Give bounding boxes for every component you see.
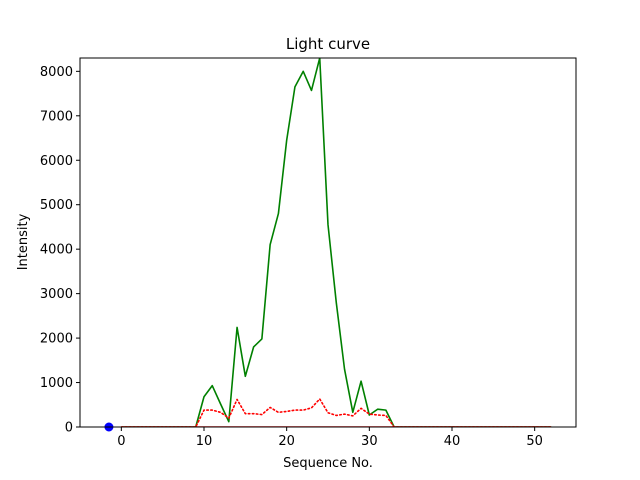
series-group	[120, 58, 553, 427]
y-tick-label: 6000	[40, 154, 73, 169]
y-tick-label: 8000	[40, 65, 73, 80]
y-tick-label: 5000	[40, 198, 73, 213]
y-tick-label: 4000	[40, 243, 73, 258]
series-0-line	[121, 58, 552, 427]
x-tick-label: 30	[361, 434, 378, 449]
x-axis-label: Sequence No.	[283, 456, 373, 471]
x-tick-label: 0	[117, 434, 125, 449]
y-tick-label: 1000	[40, 376, 73, 391]
chart-title: Light curve	[286, 35, 370, 53]
plot-frame	[79, 57, 577, 428]
y-axis-label: Intensity	[16, 213, 31, 270]
y-tick-label: 7000	[40, 109, 73, 124]
series-1-line	[120, 398, 553, 427]
x-tick-label: 40	[444, 434, 461, 449]
y-tick-label: 0	[65, 421, 73, 436]
x-tick-label: 20	[278, 434, 295, 449]
y-tick-label: 3000	[40, 287, 73, 302]
x-tick-label: 10	[196, 434, 213, 449]
y-tick-label: 2000	[40, 332, 73, 347]
axes: 0 10 20 30 40 50 0 1000 2000 3000 4000 5000 6000 7000…	[40, 57, 577, 449]
x-tick-label: 50	[526, 434, 543, 449]
